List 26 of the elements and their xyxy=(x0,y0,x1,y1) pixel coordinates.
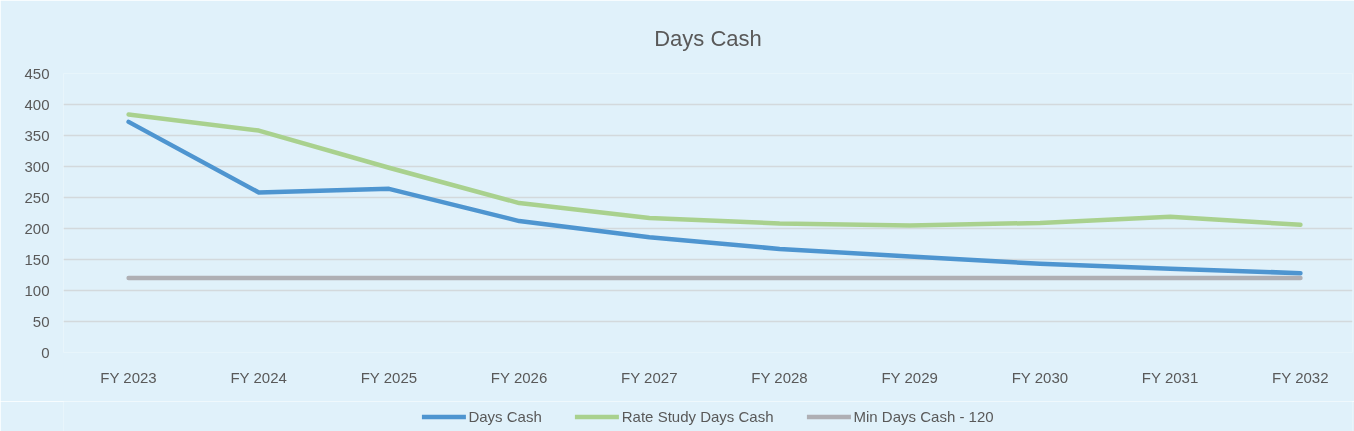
x-tick-label: FY 2030 xyxy=(1011,368,1069,386)
x-tick-label: FY 2026 xyxy=(490,368,548,386)
x-tick-label: FY 2032 xyxy=(1272,368,1329,386)
y-tick-label: 450 xyxy=(24,64,50,82)
x-tick-label: FY 2024 xyxy=(230,368,287,386)
y-tick-label: 200 xyxy=(24,219,50,237)
legend-label: Days Cash xyxy=(468,407,542,425)
y-tick-label: 400 xyxy=(24,95,50,113)
x-tick-label: FY 2025 xyxy=(360,368,418,386)
y-tick-label: 0 xyxy=(41,343,50,361)
line-series xyxy=(126,119,1303,276)
chart-title: Days Cash xyxy=(654,25,762,51)
x-tick-label: FY 2031 xyxy=(1141,368,1199,386)
legend-label: Min Days Cash - 120 xyxy=(853,407,994,425)
y-tick-label: 300 xyxy=(24,157,50,175)
legend-label: Rate Study Days Cash xyxy=(621,407,774,425)
y-tick-label: 350 xyxy=(24,126,50,144)
y-tick-label: 150 xyxy=(24,250,50,268)
x-tick-label: FY 2023 xyxy=(100,368,157,386)
line-series xyxy=(126,112,1303,228)
x-tick-label: FY 2027 xyxy=(621,368,678,386)
y-tick-label: 100 xyxy=(24,281,50,299)
x-tick-label: FY 2028 xyxy=(751,368,808,386)
y-tick-label: 250 xyxy=(24,188,50,206)
x-tick-label: FY 2029 xyxy=(881,368,938,386)
y-tick-label: 50 xyxy=(32,312,50,330)
